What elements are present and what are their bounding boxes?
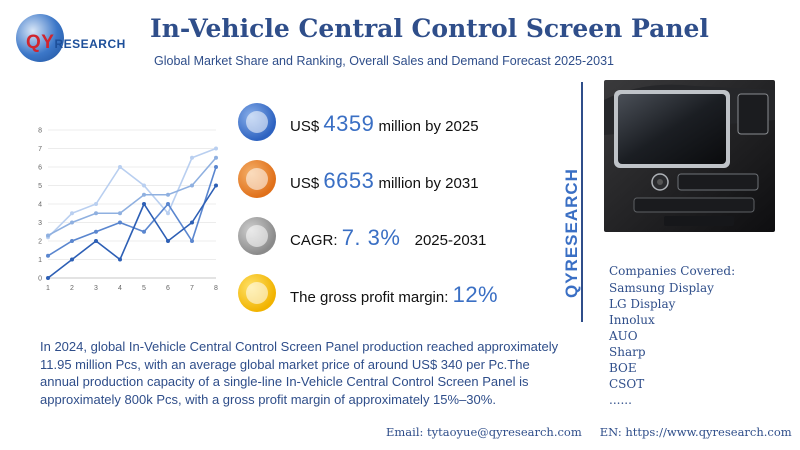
data-point [94, 229, 98, 234]
y-tick-label: 6 [38, 165, 42, 172]
metric-suffix: million by 2031 [378, 175, 479, 192]
company-item: Samsung Display [609, 281, 714, 295]
vertical-brand-text: QYRESEARCH [562, 168, 581, 298]
data-point [142, 183, 146, 188]
data-point [166, 239, 170, 243]
y-tick-label: 2 [38, 239, 42, 246]
x-tick-label: 8 [214, 285, 218, 292]
contact-email: Email: tytaoyue@qyresearch.com [386, 425, 582, 439]
data-point [166, 202, 170, 206]
x-tick-label: 6 [166, 285, 170, 292]
company-item: Sharp [609, 345, 646, 359]
data-point [118, 257, 122, 262]
data-point [70, 257, 74, 262]
metric-label: US$ [290, 118, 320, 135]
data-point [118, 165, 122, 169]
metric-value: 4359 [323, 111, 375, 136]
data-point [214, 146, 218, 151]
data-point [70, 239, 74, 243]
data-point [70, 220, 74, 225]
y-tick-label: 3 [38, 220, 42, 227]
data-point [46, 233, 50, 238]
data-point [70, 211, 74, 216]
data-point [142, 192, 146, 197]
data-point [214, 155, 218, 160]
product-image [604, 80, 775, 232]
series-line [47, 185, 217, 279]
data-point [190, 155, 194, 160]
company-item: LG Display [609, 297, 676, 311]
footer-contact: Email: tytaoyue@qyresearch.com EN: https:… [386, 425, 798, 439]
metric-value: 7. 3% [341, 225, 401, 250]
series-line [47, 157, 217, 237]
data-point [46, 253, 50, 258]
data-point [190, 220, 194, 225]
x-tick-label: 1 [46, 285, 50, 292]
company-item: AUO [609, 329, 638, 343]
metric-value: 6653 [323, 168, 375, 193]
x-tick-label: 5 [142, 285, 146, 292]
qy-badge-icon [238, 217, 276, 255]
market-description: In 2024, global In-Vehicle Central Contr… [40, 339, 559, 407]
y-tick-label: 5 [38, 183, 42, 190]
metric-suffix: million by 2025 [378, 118, 479, 135]
y-tick-label: 1 [38, 257, 42, 264]
y-tick-label: 8 [38, 128, 42, 135]
metric-cagr: CAGR: 7. 3% 2025-2031 [238, 217, 568, 257]
x-tick-label: 7 [190, 285, 194, 292]
qy-badge-icon [238, 103, 276, 141]
vertical-divider [581, 82, 583, 322]
data-point [190, 183, 194, 188]
data-point [94, 239, 98, 243]
logo-wordmark: QYRESEARCH [26, 32, 126, 54]
x-tick-label: 3 [94, 285, 98, 292]
logo-prefix: QY [26, 32, 55, 53]
logo-suffix: RESEARCH [54, 37, 126, 51]
data-point [166, 192, 170, 197]
data-point [118, 211, 122, 216]
data-point [166, 211, 170, 216]
metric-2025-value: US$ 4359 million by 2025 [238, 103, 568, 143]
data-point [142, 202, 146, 206]
companies-title: Companies Covered: [609, 264, 736, 278]
y-tick-label: 0 [38, 276, 42, 283]
qy-badge-icon [238, 274, 276, 312]
data-point [214, 183, 218, 188]
metric-value: 12% [452, 282, 499, 307]
metric-label: US$ [290, 175, 320, 192]
metric-gross-margin: The gross profit margin: 12% [238, 274, 568, 314]
series-line [47, 147, 217, 238]
x-tick-label: 2 [70, 285, 74, 292]
qyresearch-logo: QYRESEARCH [16, 8, 140, 70]
metric-2031-value: US$ 6653 million by 2031 [238, 160, 568, 200]
page-subtitle: Global Market Share and Ranking, Overall… [154, 54, 614, 68]
globe-icon [16, 14, 64, 62]
qy-badge-icon [238, 160, 276, 198]
x-tick-label: 4 [118, 285, 122, 292]
metric-label: CAGR: [290, 232, 338, 249]
page-title: In-Vehicle Central Control Screen Panel [150, 14, 709, 43]
contact-website: EN: https://www.qyresearch.com [599, 425, 792, 439]
series-line [47, 166, 217, 257]
metric-label: The gross profit margin: [290, 289, 449, 306]
company-item: ...... [609, 393, 632, 407]
company-item: CSOT [609, 377, 645, 391]
company-item: Innolux [609, 313, 655, 327]
data-point [94, 202, 98, 206]
data-point [190, 239, 194, 243]
y-tick-label: 7 [38, 146, 42, 153]
y-tick-label: 4 [38, 202, 42, 209]
data-point [46, 276, 50, 280]
data-point [118, 220, 122, 225]
companies-covered: Companies Covered: Samsung Display LG Di… [609, 264, 789, 408]
data-point [214, 165, 218, 169]
company-item: BOE [609, 361, 637, 375]
metric-suffix: 2025-2031 [414, 232, 487, 249]
data-point [142, 229, 146, 234]
data-point [94, 211, 98, 216]
